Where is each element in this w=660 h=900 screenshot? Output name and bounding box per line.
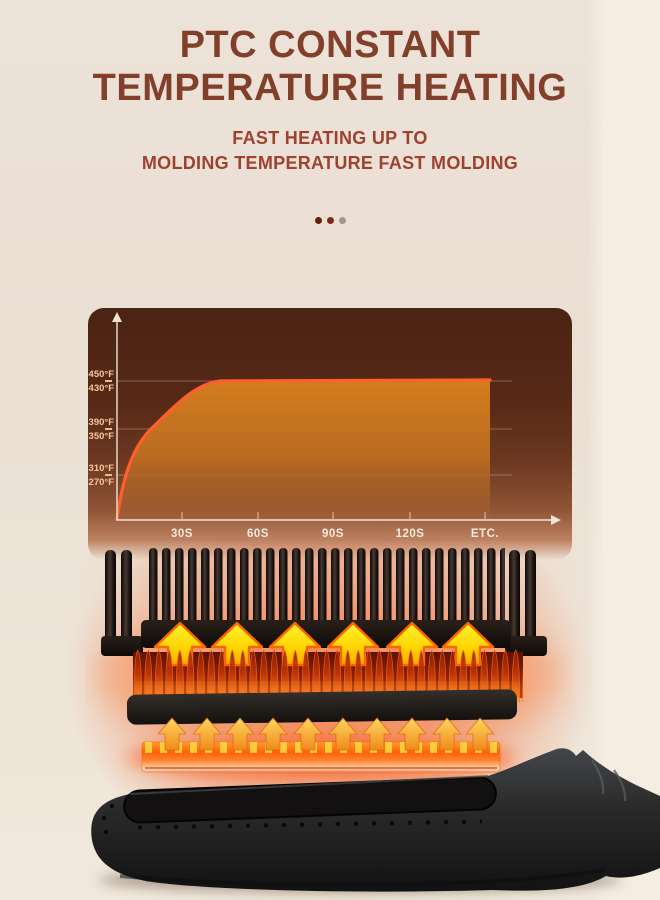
x-tick-label: ETC.	[471, 528, 499, 540]
x-axis-arrow-icon	[551, 515, 561, 525]
x-tick-label: 30S	[171, 528, 193, 540]
divider-dot-icon	[326, 217, 334, 224]
y-axis-pair-dashes	[105, 380, 112, 476]
heating-curve-area	[117, 381, 490, 519]
rim-highlight	[129, 775, 489, 795]
handle-ridges	[591, 759, 627, 802]
y-tick-label: 350°F	[89, 431, 115, 442]
rim-holes	[135, 816, 483, 833]
rim-hole	[103, 829, 109, 835]
page-title: PTC CONSTANT TEMPERATURE HEATING	[0, 24, 660, 110]
x-axis-ticks	[181, 512, 486, 519]
rim-hole	[109, 803, 115, 809]
brush-bristles-icon	[101, 548, 547, 656]
conduction-plate-icon	[126, 689, 518, 725]
heating-layers-diagram	[93, 548, 563, 780]
chart-axes	[116, 321, 552, 521]
page-title-line1: PTC CONSTANT	[179, 24, 481, 66]
body-bottom-edge	[119, 868, 606, 888]
page-subtitle: FAST HEATING UP TO MOLDING TEMPERATURE F…	[0, 126, 660, 176]
hair-straightener-brush-photo	[91, 748, 660, 893]
y-tick-label: 450°F	[89, 369, 115, 380]
x-tick-label: 120S	[396, 528, 425, 540]
heating-pins-glow	[133, 686, 523, 696]
y-tick-label: 390°F	[89, 417, 115, 428]
heating-curve-line	[115, 378, 492, 521]
section-divider-dots	[0, 217, 660, 224]
page-subtitle-line2: MOLDING TEMPERATURE FAST MOLDING	[141, 153, 519, 173]
rim-hole	[101, 815, 107, 821]
x-tick-label: 60S	[247, 528, 269, 540]
y-tick-label: 270°F	[89, 477, 115, 488]
page-subtitle-line1: FAST HEATING UP TO	[232, 128, 428, 148]
y-tick-label: 310°F	[89, 463, 115, 474]
y-tick-label: 430°F	[89, 383, 115, 394]
divider-dot-icon	[338, 217, 346, 224]
x-tick-label: 90S	[322, 528, 344, 540]
page-title-line2: TEMPERATURE HEATING	[92, 67, 568, 109]
y-axis-arrow-icon	[112, 312, 122, 322]
divider-dot-icon	[314, 217, 322, 224]
temperature-chart-panel: 450°F 430°F 390°F 350°F 310°F 270°F 30S …	[88, 308, 572, 560]
temperature-chart: 450°F 430°F 390°F 350°F 310°F 270°F 30S …	[89, 312, 561, 540]
